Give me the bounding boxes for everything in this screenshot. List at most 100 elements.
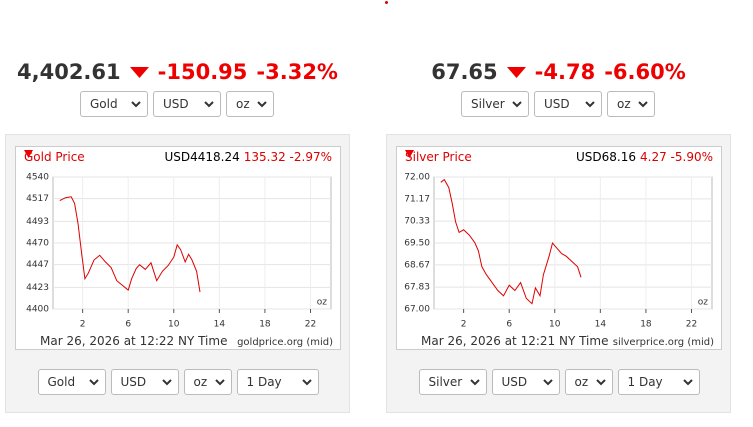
header-change: 4.27 -5.90% [640, 150, 713, 164]
chart-box: 67.00 67.83 68.67 69.50 70.33 71.17 72.00 2 6 10 1… [396, 146, 722, 350]
footer-source: silverprice.org (mid) [612, 337, 714, 348]
header-change: 135.32 -2.97% [243, 150, 332, 164]
footer-time: Mar 26, 2026 at 12:21 NY Time [421, 334, 609, 348]
chevron [638, 101, 648, 108]
chevron [512, 101, 522, 108]
y-tick-label: 67.83 [404, 283, 430, 293]
price-line [440, 178, 582, 305]
down-arrow [129, 66, 149, 78]
x-tick-label: 14 [214, 320, 226, 330]
price-row: 67.65 -4.78 -6.60% [386, 60, 731, 84]
dropdown[interactable]: Gold [80, 91, 148, 117]
dropdown[interactable]: Silver [418, 369, 487, 395]
change: -150.95 [157, 60, 248, 84]
x-tick-label: 18 [259, 320, 271, 330]
chart-header: Silver Price USD68.16 4.27 -5.90% [405, 150, 713, 164]
x-tick-label: 14 [595, 320, 607, 330]
chevron-line [595, 379, 606, 386]
x-tick-label: 22 [686, 320, 697, 330]
price-line [59, 196, 201, 293]
dropdown[interactable]: USD [491, 369, 560, 395]
x-tick-label: 18 [640, 320, 652, 330]
chevron-line [301, 379, 312, 386]
chevron-line [161, 379, 172, 386]
chevron-line [257, 101, 267, 108]
chevron [214, 379, 225, 386]
chevron-line [88, 379, 99, 386]
panel: Gold USD oz 1 Day 4400 4423 4447 4470 4493 4517 45… [5, 134, 350, 413]
chevron [204, 101, 214, 108]
dropdown[interactable]: 1 Day [236, 369, 319, 395]
down-arrow [24, 150, 33, 158]
chart-title: Silver Price [405, 150, 472, 164]
chevron-line [638, 101, 648, 108]
change-pct: -3.32% [256, 60, 338, 84]
dropdown[interactable]: USD [534, 91, 602, 117]
down-arrow [405, 150, 414, 158]
chevron [682, 379, 693, 386]
chevron [257, 101, 267, 108]
y-tick-label: 67.00 [404, 305, 430, 315]
chevron-line [131, 101, 141, 108]
header-arrow [24, 150, 33, 158]
dot [385, 1, 388, 4]
y-tick-label: 4423 [26, 283, 49, 293]
y-tick-label: 4447 [26, 260, 49, 270]
price: 4,402.61 [17, 60, 121, 84]
y-tick-label: 4540 [26, 173, 49, 183]
dropdown[interactable]: Silver [461, 91, 529, 117]
y-tick-label: 72.00 [404, 173, 430, 183]
chevron [585, 101, 595, 108]
chevron-line [214, 379, 225, 386]
dropdown[interactable]: oz [564, 369, 613, 395]
y-tick-label: 68.67 [404, 260, 430, 270]
y-tick-label: 4493 [26, 217, 49, 227]
chart: 4400 4423 4447 4470 4493 4517 4540 2 6 10 14 18 22 oz [26, 173, 332, 330]
price-row: 4,402.61 -150.95 -3.32% [5, 60, 350, 84]
chevron [595, 379, 606, 386]
chevron-line [469, 379, 480, 386]
header-right: USD4418.24 135.32 -2.97% [24, 150, 332, 164]
dropdown[interactable]: oz [607, 91, 655, 117]
chevron [161, 379, 172, 386]
chart-footer: Mar 26, 2026 at 12:22 NY Time goldprice.o… [40, 334, 333, 348]
y-tick-label: 4470 [26, 239, 49, 249]
panel: Silver USD oz 1 Day 67.00 67.83 68.67 69.50 70.3… [386, 134, 731, 413]
dropdown[interactable]: oz [226, 91, 274, 117]
y-tick-label: 4400 [26, 305, 49, 315]
chevron [131, 101, 141, 108]
chart-box: 4400 4423 4447 4470 4493 4517 4540 2 6 10 14 18 22 oz… [15, 146, 341, 350]
y-tick-label: 70.33 [404, 217, 430, 227]
chevron-line [585, 101, 595, 108]
price: 67.65 [431, 60, 498, 84]
down-arrow [506, 66, 526, 78]
header-arrow [405, 150, 414, 158]
y-tick-label: 71.17 [404, 194, 430, 204]
dropdown[interactable]: USD [110, 369, 179, 395]
x-tick-label: 2 [461, 320, 467, 330]
chevron [469, 379, 480, 386]
chevron [542, 379, 553, 386]
dropdown[interactable]: USD [153, 91, 221, 117]
chart: 67.00 67.83 68.67 69.50 70.33 71.17 72.00 2 6 10 1… [404, 173, 713, 330]
dropdown[interactable]: Gold [37, 369, 106, 395]
chart-header: Gold Price USD4418.24 135.32 -2.97% [24, 150, 332, 164]
x-tick-label: 2 [80, 320, 86, 330]
dropdown[interactable]: oz [183, 369, 232, 395]
arrow [506, 66, 526, 78]
y-tick-label: 69.50 [404, 239, 430, 249]
change-pct: -6.60% [604, 60, 686, 84]
footer-source: goldprice.org (mid) [237, 337, 333, 348]
dropdown[interactable]: 1 Day [617, 369, 700, 395]
header-price: USD4418.24 [164, 150, 240, 164]
chevron-line [542, 379, 553, 386]
arrow [129, 66, 149, 78]
y-tick-label: 4517 [26, 194, 49, 204]
unit-label: oz [317, 298, 328, 308]
chart-footer: Mar 26, 2026 at 12:21 NY Time silverprice… [421, 334, 714, 348]
chart-title: Gold Price [24, 150, 85, 164]
x-tick-label: 10 [168, 320, 180, 330]
chevron-line [204, 101, 214, 108]
x-tick-label: 6 [125, 320, 131, 330]
